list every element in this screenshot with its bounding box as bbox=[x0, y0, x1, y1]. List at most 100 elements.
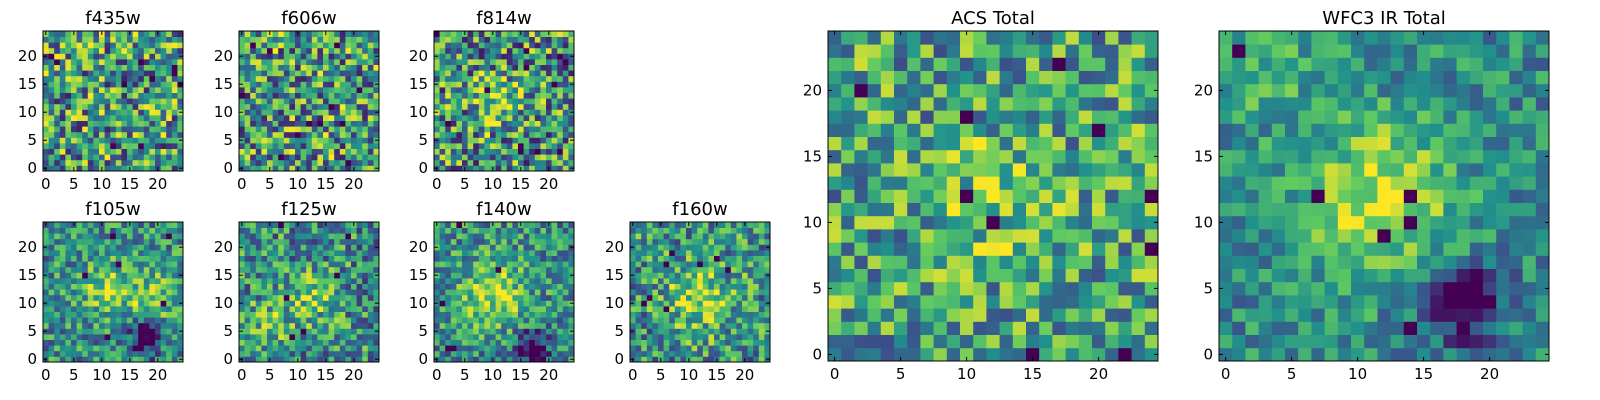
heatmap-cell bbox=[540, 227, 547, 234]
heatmap-cell bbox=[373, 294, 380, 301]
heatmap-cell bbox=[708, 261, 715, 268]
heatmap-cell bbox=[306, 103, 313, 110]
heatmap-cell bbox=[71, 159, 77, 166]
heatmap-cell bbox=[747, 317, 754, 324]
heatmap-cell bbox=[551, 283, 558, 290]
heatmap-cell bbox=[143, 81, 150, 88]
heatmap-cell bbox=[523, 250, 530, 256]
heatmap-cell bbox=[719, 339, 726, 346]
heatmap-cell bbox=[546, 238, 552, 245]
heatmap-cell bbox=[1065, 163, 1080, 177]
heatmap-cell bbox=[99, 92, 105, 99]
heatmap-cell bbox=[295, 283, 301, 290]
heatmap-cell bbox=[467, 47, 474, 54]
heatmap-cell bbox=[501, 59, 508, 65]
heatmap-cell bbox=[149, 47, 156, 54]
heatmap-cell bbox=[149, 42, 156, 49]
heatmap-cell bbox=[334, 294, 341, 301]
heatmap-cell bbox=[686, 345, 692, 352]
heatmap-cell bbox=[867, 189, 882, 203]
heatmap-cell bbox=[155, 350, 161, 357]
heatmap-cell bbox=[267, 261, 273, 268]
heatmap-cell bbox=[753, 272, 760, 279]
heatmap-cell bbox=[250, 87, 257, 93]
heatmap-cell bbox=[473, 70, 480, 77]
heatmap-cell bbox=[540, 300, 547, 307]
heatmap-cell bbox=[478, 272, 485, 279]
heatmap-cell bbox=[960, 149, 974, 164]
heatmap-cell bbox=[127, 143, 133, 149]
heatmap-cell bbox=[467, 87, 474, 93]
heatmap-cell bbox=[439, 120, 446, 127]
heatmap-cell bbox=[127, 131, 133, 138]
heatmap-cell bbox=[76, 31, 83, 37]
heatmap-cell bbox=[551, 148, 558, 155]
heatmap-cell bbox=[691, 300, 698, 307]
heatmap-cell bbox=[306, 165, 313, 172]
heatmap-cell bbox=[439, 244, 446, 251]
heatmap-cell bbox=[686, 328, 692, 335]
heatmap-cell bbox=[1026, 149, 1040, 164]
heatmap-cell bbox=[518, 300, 524, 307]
heatmap-cell bbox=[719, 227, 726, 234]
heatmap-cell bbox=[445, 278, 452, 284]
heatmap-cell bbox=[540, 317, 547, 324]
heatmap-cell bbox=[1039, 176, 1053, 190]
heatmap-cell bbox=[82, 328, 89, 335]
heatmap-cell bbox=[59, 92, 66, 99]
heatmap-cell bbox=[311, 334, 318, 340]
heatmap-cell bbox=[317, 339, 324, 346]
heatmap-cell bbox=[658, 306, 664, 312]
heatmap-cell bbox=[289, 311, 296, 318]
heatmap-cell bbox=[562, 250, 569, 256]
heatmap-cell bbox=[115, 289, 122, 296]
heatmap-cell bbox=[691, 289, 698, 296]
heatmap-cell bbox=[973, 149, 987, 164]
heatmap-cell bbox=[138, 87, 145, 93]
heatmap-cell bbox=[986, 229, 1000, 243]
heatmap-cell bbox=[753, 311, 760, 318]
heatmap-cell bbox=[93, 356, 100, 363]
heatmap-cell bbox=[283, 103, 290, 110]
heatmap-cell bbox=[1144, 334, 1159, 349]
heatmap-cell bbox=[351, 300, 357, 307]
heatmap-cell bbox=[674, 322, 681, 329]
heatmap-cell bbox=[317, 222, 324, 228]
heatmap-cell bbox=[272, 266, 279, 273]
heatmap-cell bbox=[730, 222, 737, 228]
heatmap-cell bbox=[960, 347, 974, 362]
heatmap-cell bbox=[244, 311, 251, 318]
heatmap-cell bbox=[59, 159, 66, 166]
heatmap-cell bbox=[334, 47, 341, 54]
heatmap-cell bbox=[93, 300, 100, 307]
heatmap-cell bbox=[439, 222, 446, 228]
heatmap-cell bbox=[714, 350, 720, 357]
x-tick-label: 15 bbox=[120, 175, 139, 193]
heatmap-cell bbox=[87, 98, 94, 105]
heatmap-cell bbox=[283, 115, 290, 121]
heatmap-cell bbox=[456, 109, 463, 116]
heatmap-cell bbox=[71, 143, 77, 149]
heatmap-cell bbox=[669, 227, 676, 234]
heatmap-cell bbox=[490, 115, 496, 121]
heatmap-cell bbox=[267, 233, 273, 240]
heatmap-cell bbox=[261, 64, 268, 71]
heatmap-cell bbox=[59, 42, 66, 49]
heatmap-cell bbox=[714, 294, 720, 301]
heatmap-cell bbox=[680, 328, 687, 335]
heatmap-cell bbox=[946, 215, 961, 230]
heatmap-cell bbox=[641, 227, 648, 234]
heatmap-cell bbox=[99, 261, 105, 268]
heatmap-cell bbox=[345, 148, 352, 155]
heatmap-cell bbox=[635, 334, 642, 340]
heatmap-cell bbox=[719, 311, 726, 318]
heatmap-cell bbox=[289, 36, 296, 43]
heatmap-cell bbox=[356, 283, 363, 290]
heatmap-cell bbox=[467, 109, 474, 116]
heatmap-cell bbox=[244, 289, 251, 296]
heatmap-cell bbox=[278, 294, 285, 301]
heatmap-cell bbox=[121, 131, 128, 138]
heatmap-cell bbox=[540, 250, 547, 256]
heatmap-cell bbox=[334, 317, 341, 324]
heatmap-cell bbox=[166, 109, 173, 116]
